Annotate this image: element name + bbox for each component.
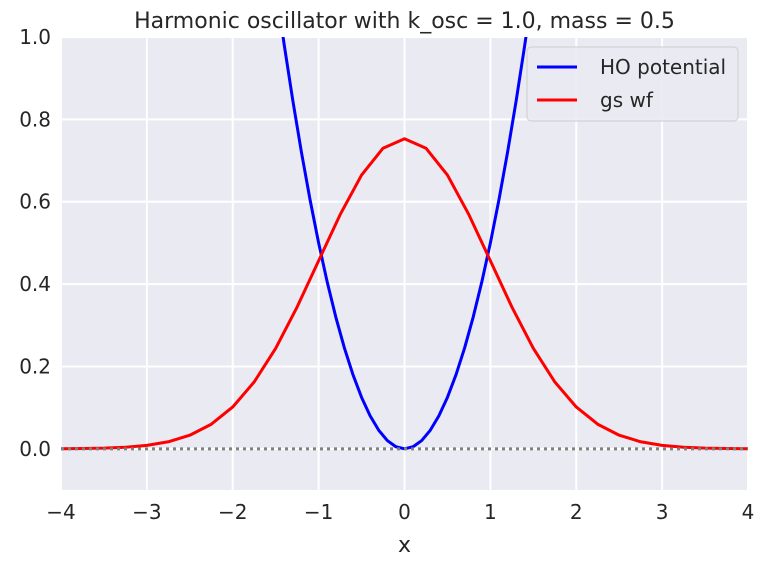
series-line-gs-wf: [61, 137, 748, 451]
series-layer: [61, 37, 748, 451]
y-axis-ticks: 0.0 0.2 0.4 0.6 0.8 1.0: [19, 25, 51, 461]
y-tick-label: 0.8: [19, 107, 51, 131]
legend-box: [526, 46, 739, 122]
legend: HO potential gs wf: [526, 46, 739, 122]
y-tick-label: 0.0: [19, 437, 51, 461]
y-tick-label: 0.2: [19, 354, 51, 378]
x-tick-label: −1: [304, 500, 333, 524]
legend-label: gs wf: [600, 88, 654, 112]
x-tick-label: −3: [132, 500, 161, 524]
chart-title: Harmonic oscillator with k_osc = 1.0, ma…: [134, 9, 675, 34]
x-tick-label: 3: [656, 500, 669, 524]
y-tick-label: 0.4: [19, 272, 51, 296]
y-tick-label: 0.6: [19, 190, 51, 214]
x-tick-label: −2: [218, 500, 247, 524]
x-axis-label: x: [398, 533, 411, 558]
legend-label: HO potential: [600, 55, 726, 79]
x-tick-label: 2: [570, 500, 583, 524]
x-tick-label: 0: [398, 500, 411, 524]
x-tick-label: 1: [484, 500, 497, 524]
y-tick-label: 1.0: [19, 25, 51, 49]
x-tick-label: 4: [742, 500, 755, 524]
x-tick-label: −4: [46, 500, 75, 524]
x-axis-ticks: −4 −3 −2 −1 0 1 2 3 4: [46, 500, 754, 524]
